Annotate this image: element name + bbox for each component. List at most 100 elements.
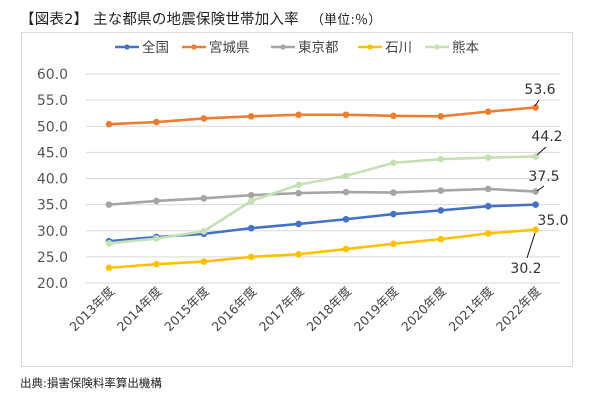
legend-item: 熊本: [425, 40, 479, 56]
legend-marker-icon: [434, 44, 440, 50]
data-point: [484, 202, 492, 210]
data-point: [153, 235, 160, 242]
data-point: [295, 189, 302, 197]
data-point: [437, 155, 445, 163]
data-point: [295, 111, 302, 119]
data-point: [390, 189, 397, 196]
x-tick-label: 2017年度: [256, 283, 307, 334]
series-東京都: [105, 185, 539, 208]
chart-title: 【図表2】 主な都県の地震保険世帯加入率 （単位:％）: [20, 8, 381, 29]
series-宮城県: [105, 104, 539, 128]
legend-label: 東京都: [298, 40, 339, 56]
series-熊本: [105, 153, 539, 247]
legend-label: 石川: [385, 40, 412, 56]
x-tick-label: 2018年度: [303, 283, 354, 334]
data-point: [105, 239, 113, 247]
series-line: [107, 155, 537, 245]
series-石川: [105, 226, 539, 272]
series-line: [107, 187, 537, 206]
data-point: [484, 185, 492, 193]
data-point: [484, 108, 492, 115]
data-point: [532, 226, 539, 234]
legend-marker-icon: [280, 44, 286, 50]
data-point: [437, 113, 445, 120]
leader-line: [526, 232, 536, 259]
data-point: [247, 191, 255, 199]
data-point: [153, 118, 160, 126]
y-tick-label: 25.0: [37, 250, 68, 266]
data-point: [153, 197, 160, 205]
data-point: [532, 104, 539, 111]
x-tick-label: 2019年度: [351, 283, 402, 334]
data-point: [247, 113, 255, 120]
series-line: [107, 228, 537, 270]
data-label: 30.2: [510, 261, 541, 277]
y-tick-label: 60.0: [37, 67, 68, 83]
y-tick-label: 40.0: [37, 172, 68, 188]
leader-line: [534, 99, 540, 107]
data-point: [295, 181, 302, 189]
y-tick-label: 50.0: [37, 119, 68, 135]
leader-line: [536, 185, 545, 192]
x-tick-label: 2022年度: [493, 283, 544, 334]
data-point: [247, 197, 255, 205]
data-point: [247, 253, 255, 261]
legend: 全国 宮城県 東京都 石川 熊本: [115, 39, 479, 56]
data-point: [200, 195, 208, 202]
y-tick-label: 35.0: [37, 198, 68, 214]
data-point: [342, 215, 350, 223]
data-point: [484, 154, 492, 161]
legend-item: 宮城県: [182, 40, 250, 56]
data-label: 37.5: [528, 169, 559, 185]
data-point: [342, 172, 350, 180]
data-point: [295, 250, 302, 258]
chart-title-text: 【図表2】 主な都県の地震保険世帯加入率: [20, 12, 299, 28]
data-point: [200, 227, 208, 235]
chart-frame: [21, 32, 573, 367]
data-point: [247, 224, 255, 232]
data-point: [200, 258, 208, 265]
data-point: [105, 120, 113, 128]
data-point: [390, 159, 397, 167]
legend-marker-icon: [124, 44, 130, 50]
leader-line: [536, 146, 547, 156]
legend-marker-icon: [191, 44, 197, 50]
x-tick-label: 2013年度: [66, 283, 117, 334]
legend-item: 東京都: [271, 40, 339, 56]
data-point: [295, 220, 302, 228]
legend-label: 宮城県: [209, 40, 250, 56]
data-point: [532, 188, 539, 195]
data-point: [437, 187, 445, 194]
y-tick-label: 20.0: [37, 276, 68, 292]
data-point: [342, 245, 350, 253]
data-point: [390, 210, 397, 218]
legend-item: 石川: [358, 40, 412, 56]
data-label: 53.6: [524, 82, 555, 98]
data-point: [390, 240, 397, 248]
data-point: [200, 115, 208, 122]
series-line: [107, 106, 537, 126]
x-tick-label: 2016年度: [209, 283, 260, 334]
data-label: 35.0: [537, 213, 568, 229]
legend-marker-icon: [367, 44, 373, 50]
x-tick-label: 2021年度: [446, 283, 497, 334]
x-tick-label: 2020年度: [398, 283, 449, 334]
y-tick-label: 45.0: [37, 145, 68, 161]
data-point: [437, 207, 445, 214]
data-point: [342, 111, 350, 119]
data-point: [105, 264, 113, 272]
source-note: 出典:損害保険料率算出機構: [20, 376, 162, 390]
y-tick-label: 30.0: [37, 224, 68, 240]
data-point: [342, 188, 350, 196]
legend-item: 全国: [115, 39, 169, 56]
x-tick-label: 2015年度: [161, 283, 212, 334]
data-point: [153, 260, 160, 268]
legend-label: 熊本: [452, 40, 479, 56]
unit-label: （単位:％）: [310, 13, 382, 28]
data-point: [437, 235, 445, 243]
x-tick-label: 2014年度: [114, 283, 165, 334]
data-point: [390, 112, 397, 120]
y-tick-label: 55.0: [37, 93, 68, 109]
data-point: [532, 201, 539, 208]
series-全国: [105, 201, 539, 245]
